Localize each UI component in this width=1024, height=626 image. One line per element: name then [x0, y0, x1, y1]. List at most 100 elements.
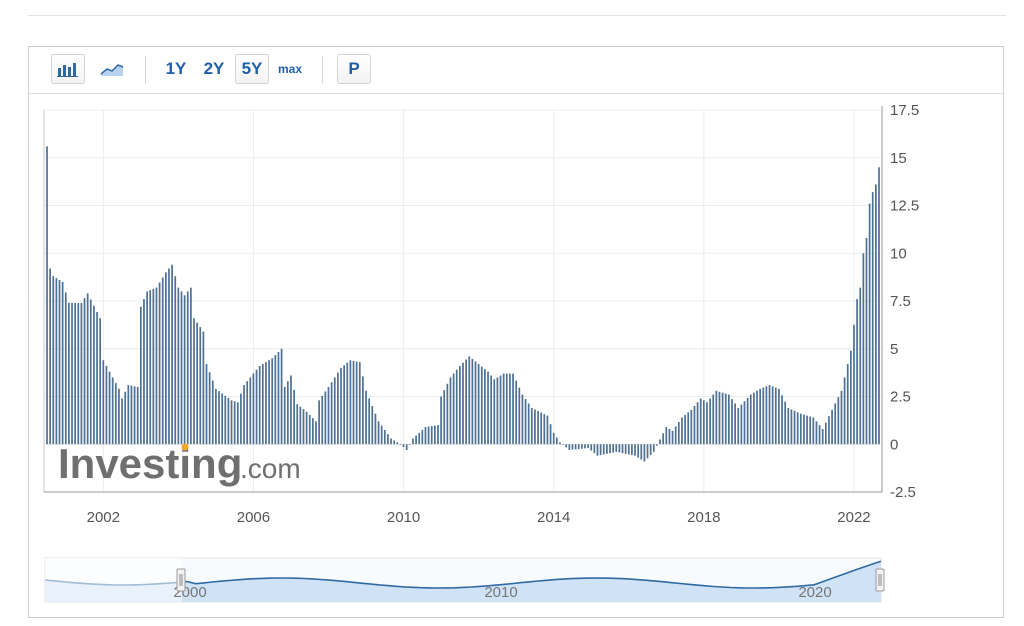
bar: [505, 373, 508, 445]
bar: [371, 406, 374, 445]
bar: [856, 299, 858, 445]
bar: [58, 279, 61, 445]
bar: [546, 415, 549, 445]
bar: [349, 360, 352, 445]
bar: [518, 387, 521, 445]
bar: [165, 272, 167, 445]
bar: [127, 385, 130, 445]
bar: [534, 409, 536, 445]
bar: [449, 377, 452, 445]
toolbar-separator: [145, 56, 146, 84]
period-1y-button[interactable]: 1Y: [165, 59, 187, 78]
bar: [849, 350, 852, 445]
x-tick-label: 2002: [87, 509, 120, 526]
bar: [696, 402, 699, 445]
bar: [462, 362, 464, 445]
bar: [559, 442, 561, 445]
bar: [812, 417, 815, 445]
bar: [64, 292, 67, 445]
watermark-dot: [181, 443, 189, 451]
bar: [859, 287, 862, 445]
bar: [96, 311, 98, 445]
bar: [421, 429, 424, 445]
bar: [615, 444, 618, 452]
bar: [656, 444, 658, 446]
bar: [540, 412, 543, 445]
bar: [774, 387, 777, 445]
bar: [596, 444, 599, 456]
bar: [840, 390, 843, 445]
bar: [152, 288, 155, 445]
bar: [327, 386, 330, 445]
bar: [574, 444, 577, 450]
bar: [393, 440, 396, 445]
bar: [555, 437, 558, 445]
bar-chart-icon: [57, 63, 78, 77]
bar: [690, 409, 693, 445]
bar: [93, 305, 95, 445]
bar: [49, 268, 51, 445]
bar: [618, 444, 621, 453]
bar: [196, 322, 198, 445]
bar: [177, 287, 180, 445]
bar: [146, 291, 148, 445]
bar: [249, 377, 252, 445]
area-chart-button[interactable]: [95, 54, 129, 84]
bar: [806, 415, 808, 445]
bar: [415, 435, 417, 445]
bar: [637, 444, 640, 458]
bar: [665, 427, 668, 445]
bar: [299, 406, 302, 445]
period-2y-button[interactable]: 2Y: [203, 59, 225, 78]
bar: [571, 444, 574, 450]
bar: [459, 365, 461, 445]
bar: [368, 398, 371, 445]
bar: [46, 146, 48, 445]
bar: [652, 444, 655, 452]
y-tick-label: 5: [890, 341, 898, 358]
bar: [477, 364, 480, 445]
bar: [646, 444, 649, 459]
navigator-tick-label: 2020: [798, 584, 831, 601]
bar: [218, 391, 220, 445]
bar: [265, 362, 267, 445]
bar: [252, 373, 255, 445]
bar: [471, 358, 474, 445]
bar: [277, 351, 280, 445]
bar: [133, 386, 136, 445]
bar: [52, 276, 55, 445]
period-max-button[interactable]: max: [277, 62, 303, 76]
bar: [168, 268, 170, 445]
bar: [649, 444, 652, 456]
period-5y-button[interactable]: 5Y: [235, 54, 269, 84]
bar: [821, 428, 824, 445]
bar: [502, 373, 505, 445]
bar: [749, 394, 752, 445]
bar: [824, 422, 827, 445]
bar-chart-button[interactable]: [51, 54, 85, 84]
bar: [843, 377, 846, 445]
bar: [221, 393, 224, 445]
bar: [712, 394, 715, 445]
bar: [124, 391, 127, 445]
bar: [484, 369, 486, 445]
bar: [562, 444, 564, 445]
bar: [818, 425, 821, 445]
bar: [161, 277, 164, 445]
bar: [174, 276, 177, 445]
bar: [524, 399, 527, 445]
bar: [208, 372, 211, 445]
bar: [487, 371, 489, 445]
bar: [333, 377, 336, 445]
bar: [365, 390, 367, 445]
bar: [606, 444, 608, 454]
x-tick-label: 2006: [237, 509, 270, 526]
bar: [702, 400, 705, 445]
bar: [305, 411, 308, 445]
bar: [865, 237, 868, 445]
navigator-handle[interactable]: [176, 568, 186, 592]
navigator-handle[interactable]: [875, 568, 885, 592]
print-button[interactable]: P: [337, 54, 371, 84]
bar: [627, 444, 630, 455]
bar: [236, 402, 239, 445]
